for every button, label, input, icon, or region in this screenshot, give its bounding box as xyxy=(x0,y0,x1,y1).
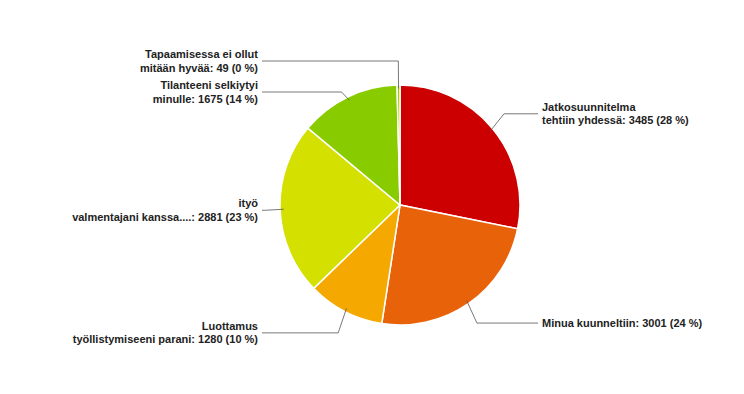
data-label-line: ityö xyxy=(238,197,258,209)
data-label: Luottamustyöllistymiseeni parani: 1280 (… xyxy=(73,320,259,346)
pie-slice xyxy=(400,85,520,229)
data-label-line: valmentajani kanssa....: 2881 (23 %) xyxy=(72,211,258,223)
data-label-line: Tilanteeni selkiytyi xyxy=(160,79,258,91)
data-label: Tapaamisessa ei ollut mitään hyvää: 49 (0… xyxy=(140,48,258,74)
data-label-line: mitään hyvää: 49 (0 %) xyxy=(140,62,258,74)
data-label: Minua kuunneltiin: 3001 (24 %) xyxy=(542,317,702,329)
leader-line xyxy=(490,114,538,131)
pie-slice xyxy=(397,85,400,205)
data-label-line: Tapaamisessa ei ollut xyxy=(145,48,258,60)
leader-line xyxy=(262,61,399,89)
pie: Jatkosuunnitelmatehtiin yhdessä: 3485 (2… xyxy=(72,48,702,345)
data-label-line: tehtiin yhdessä: 3485 (28 %) xyxy=(542,114,689,126)
data-label-line: minulle: 1675 (14 %) xyxy=(153,93,258,105)
pie-slice xyxy=(308,85,400,205)
leader-line xyxy=(262,308,346,333)
data-label-line: työllistymiseeni parani: 1280 (10 %) xyxy=(73,333,259,345)
leader-line xyxy=(262,92,349,100)
pie-slice xyxy=(382,205,518,325)
leader-line xyxy=(467,300,538,323)
data-label-line: Luottamus xyxy=(202,320,258,332)
data-label-line: Jatkosuunnitelma xyxy=(542,101,636,113)
data-label: Jatkosuunnitelmatehtiin yhdessä: 3485 (2… xyxy=(542,101,689,127)
data-label-line: Minua kuunneltiin: 3001 (24 %) xyxy=(542,317,702,329)
data-label: Tilanteeni selkiytyi minulle: 1675 (14 %) xyxy=(153,79,258,105)
leader-line xyxy=(262,209,284,210)
chart: Jatkosuunnitelmatehtiin yhdessä: 3485 (2… xyxy=(0,0,744,394)
data-label: ityö valmentajani kanssa....: 2881 (23 %) xyxy=(72,197,258,223)
